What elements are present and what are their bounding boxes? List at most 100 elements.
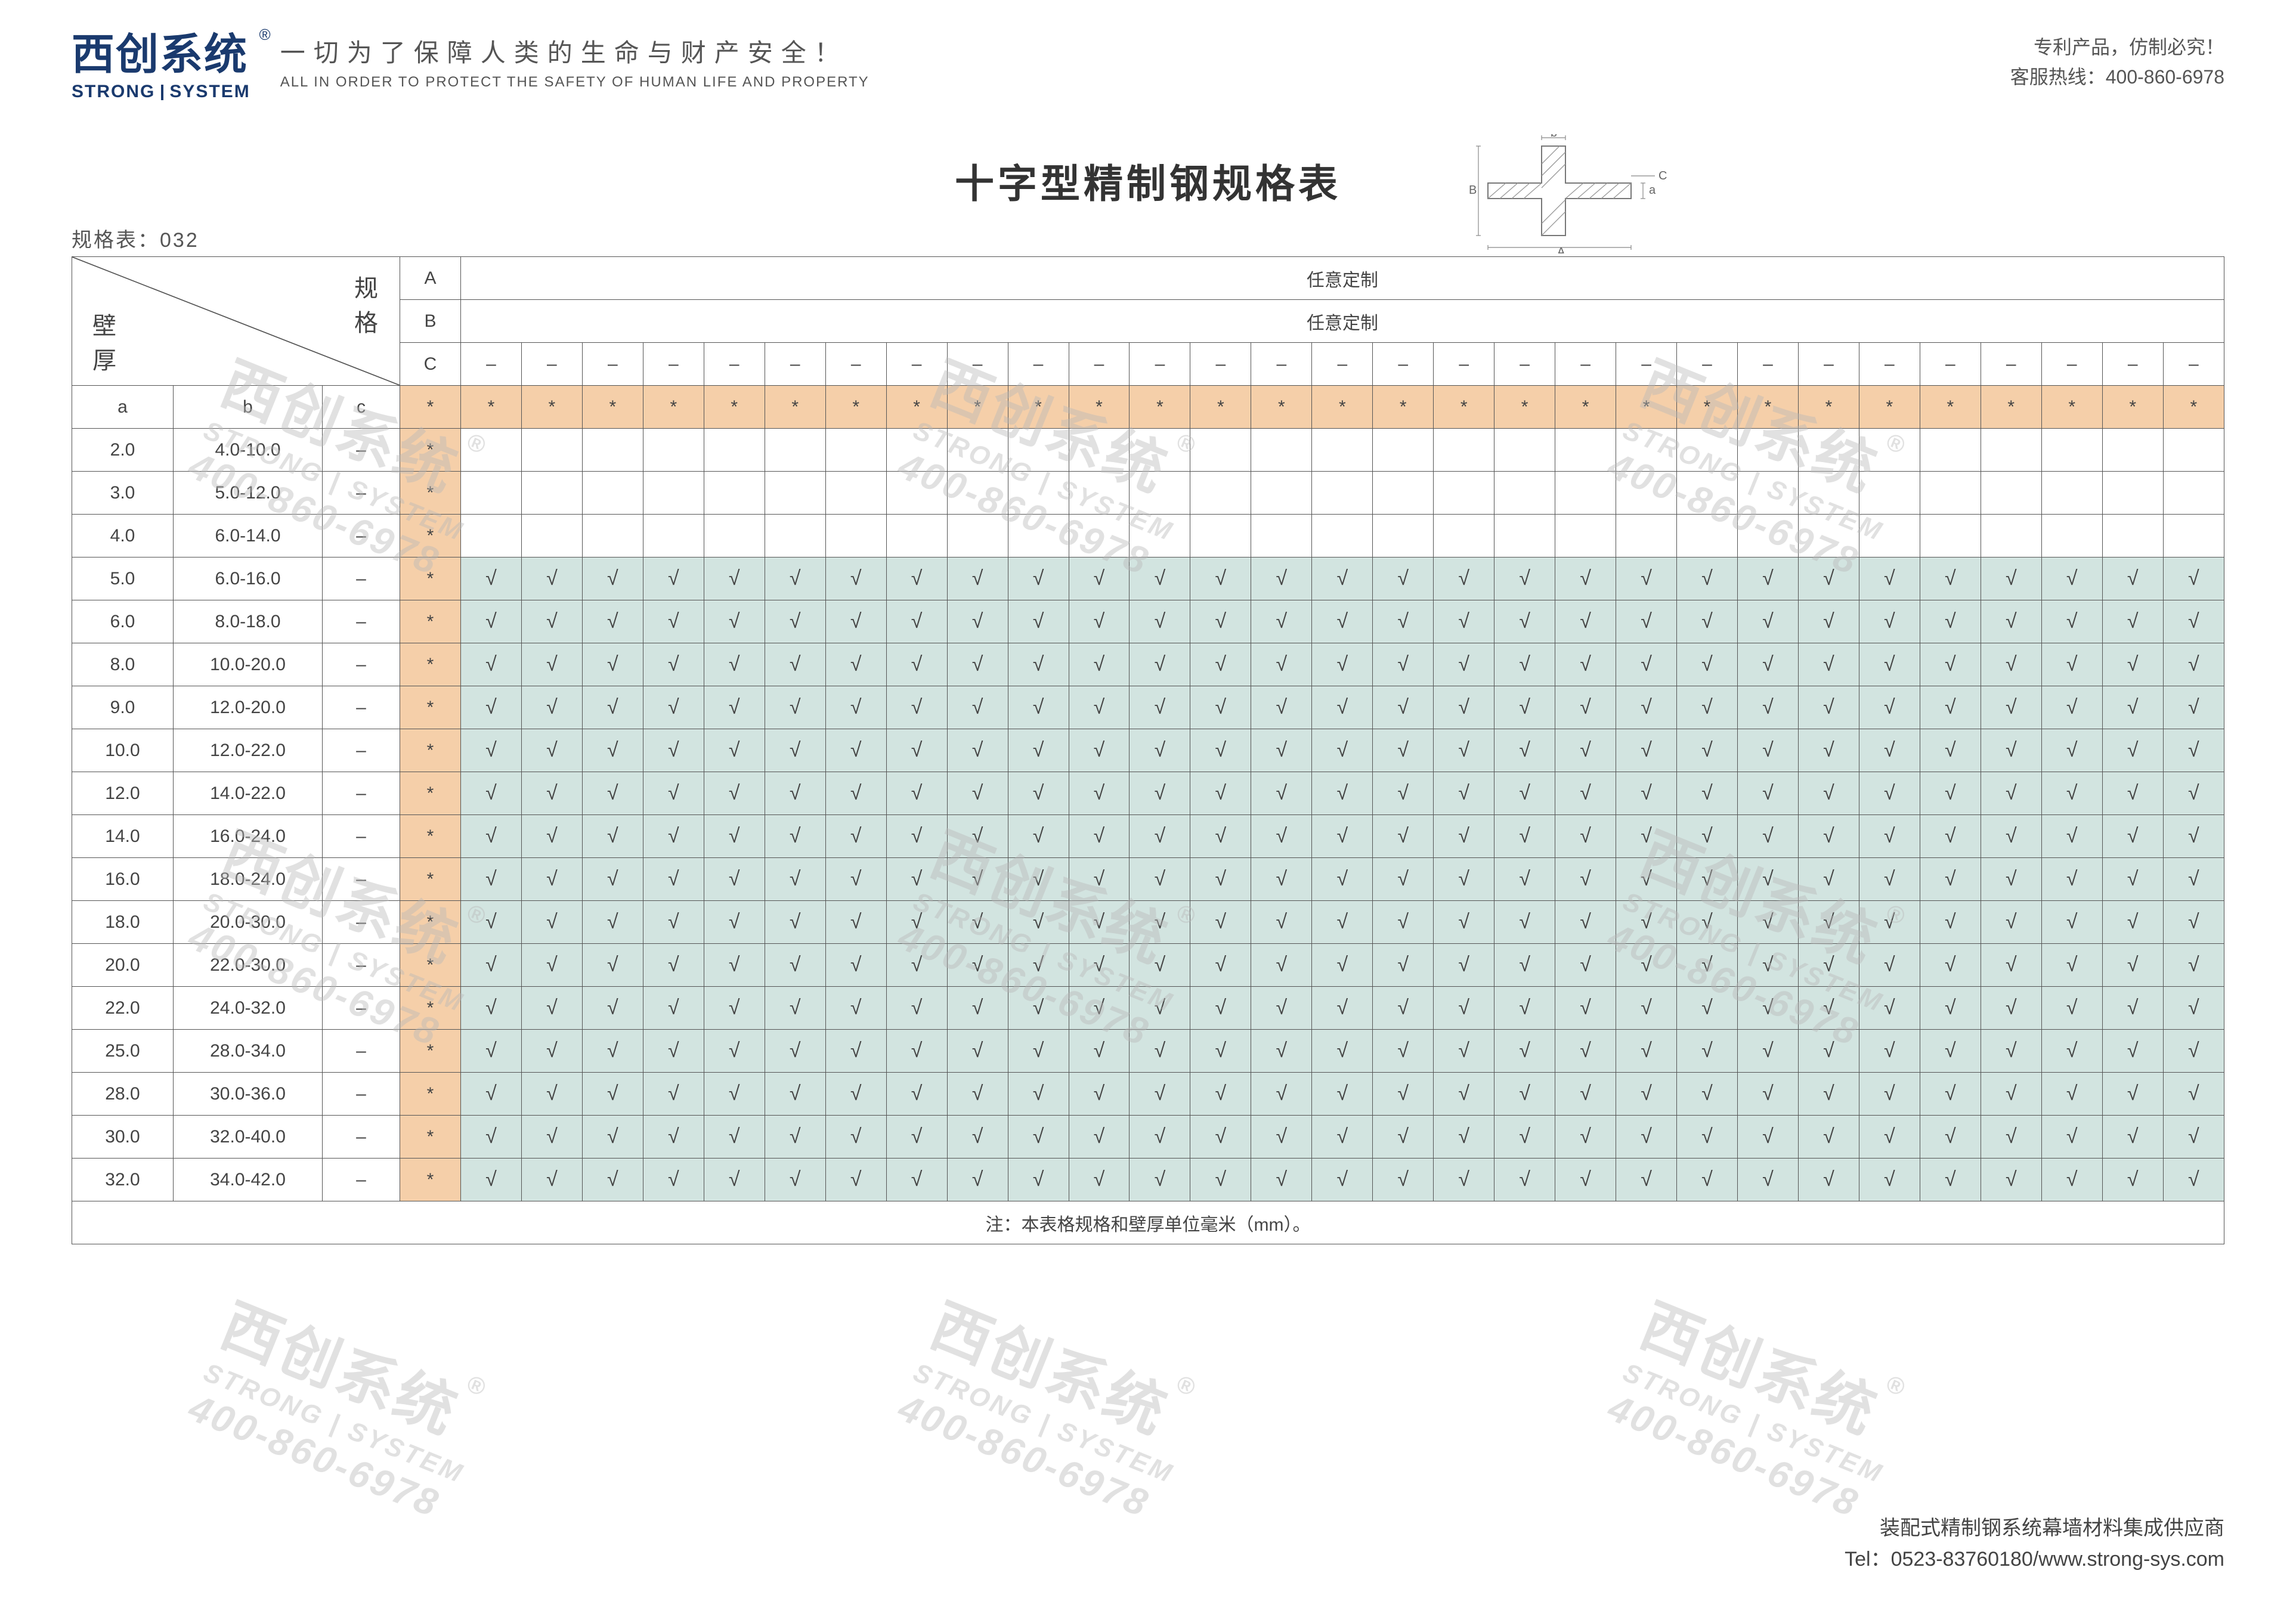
cell-check: √ [2163, 600, 2224, 643]
cell-check: √ [825, 686, 886, 729]
header-right: 专利产品，仿制必究！ 客服热线：400-860-6978 [2010, 33, 2224, 102]
cell-check: √ [1373, 643, 1434, 686]
cell-check: √ [2163, 557, 2224, 600]
cell-star: * [400, 772, 461, 815]
star-header-cell: * [1130, 386, 1190, 429]
cell-check: √ [765, 729, 825, 772]
cell-check: √ [2163, 987, 2224, 1030]
cell-check: √ [1190, 987, 1251, 1030]
cell-check: √ [886, 772, 947, 815]
cell-empty [1859, 429, 1920, 472]
cell-check: √ [2102, 1030, 2163, 1073]
cell-check: √ [1190, 815, 1251, 858]
cell-check: √ [2163, 944, 2224, 987]
cell-check: √ [886, 643, 947, 686]
cell-check: √ [1737, 1116, 1798, 1159]
table-row: 20.022.0-30.0–*√√√√√√√√√√√√√√√√√√√√√√√√√… [72, 944, 2224, 987]
cell-empty [1677, 472, 1738, 515]
table-row: 28.030.0-36.0–*√√√√√√√√√√√√√√√√√√√√√√√√√… [72, 1073, 2224, 1116]
cell-check: √ [2163, 1116, 2224, 1159]
cell-check: √ [1434, 729, 1494, 772]
cell-check: √ [1373, 901, 1434, 944]
star-header-cell: * [2041, 386, 2102, 429]
cell-check: √ [521, 1073, 582, 1116]
cell-check: √ [1677, 987, 1738, 1030]
cell-c: – [323, 987, 400, 1030]
cell-check: √ [825, 772, 886, 815]
cell-check: √ [1130, 944, 1190, 987]
row-C-cell: – [521, 343, 582, 386]
cell-check: √ [1494, 1116, 1555, 1159]
cell-check: √ [1251, 686, 1312, 729]
cell-check: √ [1251, 1073, 1312, 1116]
cell-check: √ [1555, 944, 1616, 987]
cell-check: √ [521, 772, 582, 815]
cell-check: √ [704, 686, 765, 729]
cell-b: 20.0-30.0 [174, 901, 323, 944]
cell-b: 4.0-10.0 [174, 429, 323, 472]
cell-check: √ [1859, 1073, 1920, 1116]
cell-empty [825, 429, 886, 472]
cell-check: √ [1798, 1116, 1859, 1159]
row-C-cell: – [704, 343, 765, 386]
cell-check: √ [1677, 815, 1738, 858]
cell-empty [2102, 472, 2163, 515]
star-header-cell: * [765, 386, 825, 429]
cell-check: √ [1251, 557, 1312, 600]
cell-check: √ [1251, 987, 1312, 1030]
cell-b: 34.0-42.0 [174, 1159, 323, 1201]
cell-empty [1737, 515, 1798, 557]
cell-check: √ [1130, 643, 1190, 686]
cell-check: √ [2041, 815, 2102, 858]
cell-star: * [400, 901, 461, 944]
cell-check: √ [460, 901, 521, 944]
cell-empty [1008, 472, 1069, 515]
cell-check: √ [1312, 1030, 1373, 1073]
cell-check: √ [704, 772, 765, 815]
cell-empty [1312, 472, 1373, 515]
cell-c: – [323, 858, 400, 901]
cell-check: √ [1494, 557, 1555, 600]
cell-check: √ [2163, 686, 2224, 729]
cell-check: √ [1008, 1116, 1069, 1159]
cell-check: √ [1737, 643, 1798, 686]
cell-empty [765, 472, 825, 515]
cell-check: √ [947, 600, 1008, 643]
cell-check: √ [1190, 772, 1251, 815]
cell-empty [1251, 515, 1312, 557]
cell-check: √ [1555, 557, 1616, 600]
cell-check: √ [1190, 1159, 1251, 1201]
cell-empty [704, 515, 765, 557]
hotline: 客服热线：400-860-6978 [2010, 63, 2224, 92]
cell-empty [2163, 472, 2224, 515]
cell-check: √ [460, 815, 521, 858]
cell-star: * [400, 557, 461, 600]
cell-check: √ [1008, 944, 1069, 987]
cell-check: √ [765, 643, 825, 686]
cell-check: √ [825, 729, 886, 772]
star-header-cell: * [1981, 386, 2041, 429]
cell-c: – [323, 686, 400, 729]
cell-b: 14.0-22.0 [174, 772, 323, 815]
cell-check: √ [1737, 1073, 1798, 1116]
cell-check: √ [521, 901, 582, 944]
cell-check: √ [1737, 1159, 1798, 1201]
table-row: 32.034.0-42.0–*√√√√√√√√√√√√√√√√√√√√√√√√√… [72, 1159, 2224, 1201]
cell-check: √ [1798, 729, 1859, 772]
cell-empty [1555, 472, 1616, 515]
cell-check: √ [1190, 901, 1251, 944]
cell-a: 32.0 [72, 1159, 174, 1201]
star-header-cell: * [1798, 386, 1859, 429]
cell-check: √ [947, 729, 1008, 772]
cell-check: √ [704, 1116, 765, 1159]
col-head-b: b [174, 386, 323, 429]
cell-empty [2102, 515, 2163, 557]
cell-empty [1981, 429, 2041, 472]
cell-check: √ [1130, 772, 1190, 815]
cell-check: √ [1190, 858, 1251, 901]
cell-check: √ [1312, 1159, 1373, 1201]
cell-check: √ [704, 643, 765, 686]
cell-check: √ [1434, 600, 1494, 643]
cell-check: √ [1616, 901, 1677, 944]
cell-check: √ [1677, 901, 1738, 944]
